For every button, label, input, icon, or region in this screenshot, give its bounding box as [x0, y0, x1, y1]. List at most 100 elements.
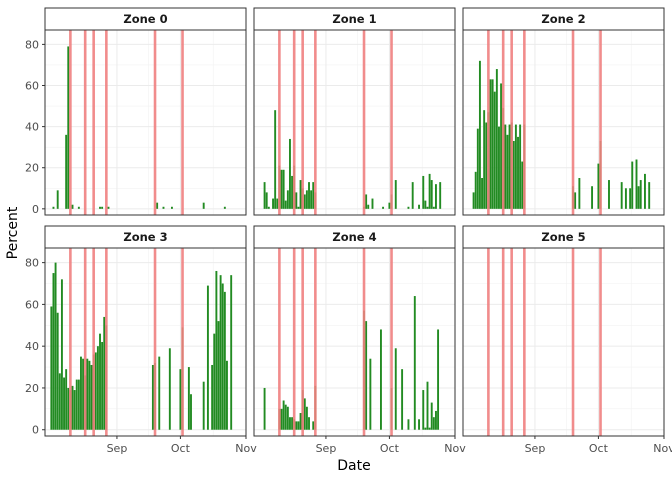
- bar: [284, 200, 287, 209]
- bar: [54, 262, 57, 430]
- x-tick-label: Nov: [653, 442, 672, 455]
- bar: [295, 192, 298, 209]
- bar: [280, 408, 283, 430]
- bar: [223, 291, 226, 430]
- bar: [170, 206, 173, 209]
- bar: [394, 180, 397, 209]
- bar: [202, 202, 205, 209]
- bar: [151, 364, 154, 430]
- x-tick-label: Sep: [107, 442, 128, 455]
- bar: [629, 188, 632, 209]
- bar: [276, 198, 279, 209]
- y-tick-label: 60: [25, 80, 39, 93]
- facet-panels: Zone 0 0 20 40 60 80 Zone 1 Zone 2 Zone 3 0 20 40 60…: [25, 7, 672, 455]
- bar: [493, 91, 496, 209]
- bar: [179, 369, 182, 430]
- bar: [223, 206, 226, 209]
- bar: [574, 192, 577, 209]
- facet-panel: Zone 2: [462, 7, 665, 216]
- bar: [299, 180, 302, 209]
- bar: [388, 202, 391, 209]
- bar: [286, 190, 289, 209]
- bar: [282, 169, 285, 209]
- bar: [215, 270, 218, 430]
- bar: [624, 188, 627, 209]
- bar: [99, 333, 101, 430]
- y-tick-label: 60: [25, 298, 39, 311]
- bar: [312, 421, 315, 430]
- bar: [608, 180, 610, 209]
- bar: [168, 348, 171, 430]
- bar: [308, 182, 310, 209]
- bar: [498, 126, 500, 209]
- panel-background: [463, 248, 664, 436]
- bar: [439, 182, 442, 209]
- panel-background: [254, 248, 455, 436]
- bar: [299, 413, 302, 430]
- facet-panel: Zone 4 Sep Oct Nov: [253, 225, 466, 455]
- bar: [644, 173, 646, 209]
- bar: [365, 194, 368, 209]
- bar: [99, 206, 101, 209]
- bar: [265, 192, 268, 209]
- bar: [82, 358, 85, 430]
- bar: [472, 192, 475, 209]
- bar: [308, 417, 310, 430]
- bar: [305, 406, 308, 430]
- bar: [211, 364, 214, 430]
- bar: [424, 427, 427, 430]
- bar: [430, 402, 433, 430]
- facet-strip-label: Zone 4: [332, 230, 376, 244]
- bar: [226, 360, 228, 430]
- facet-strip: [253, 225, 456, 249]
- y-tick-label: 40: [25, 121, 39, 134]
- bar: [63, 377, 65, 430]
- bar: [56, 312, 59, 430]
- bar: [291, 417, 294, 430]
- facet-strip: [462, 7, 665, 31]
- bar: [401, 369, 404, 430]
- bar: [50, 306, 53, 430]
- x-tick-label: Sep: [525, 442, 546, 455]
- bar: [94, 352, 97, 430]
- bar: [506, 134, 509, 209]
- bar: [514, 124, 517, 209]
- bar: [639, 180, 642, 209]
- bar: [631, 161, 634, 209]
- bar: [156, 202, 159, 209]
- bar: [379, 329, 382, 430]
- bar: [424, 200, 427, 209]
- bar: [187, 367, 190, 430]
- bar: [367, 204, 370, 209]
- bar: [428, 427, 431, 430]
- bar: [60, 279, 63, 430]
- bar: [297, 206, 300, 209]
- panel-background: [45, 30, 246, 215]
- bar: [407, 419, 410, 430]
- facet-strip: [253, 7, 456, 31]
- bar: [597, 163, 600, 209]
- bar: [426, 381, 429, 430]
- bar: [435, 184, 437, 209]
- bar: [71, 204, 74, 209]
- bar: [274, 110, 277, 209]
- bar: [489, 79, 492, 209]
- bar: [101, 206, 104, 209]
- y-tick-label: 0: [32, 424, 39, 437]
- bar: [483, 110, 486, 209]
- bar: [56, 190, 59, 209]
- bar: [107, 206, 110, 209]
- bar: [263, 182, 266, 209]
- bar: [394, 348, 397, 430]
- bar: [303, 194, 306, 209]
- bar: [519, 124, 522, 209]
- bar: [295, 421, 298, 430]
- bar: [422, 390, 425, 430]
- bar: [71, 385, 74, 430]
- bar: [310, 190, 313, 209]
- x-tick-label: Oct: [589, 442, 609, 455]
- bar: [591, 186, 594, 209]
- facet-panel: Zone 5 Sep Oct Nov: [462, 225, 672, 455]
- bar: [369, 358, 372, 430]
